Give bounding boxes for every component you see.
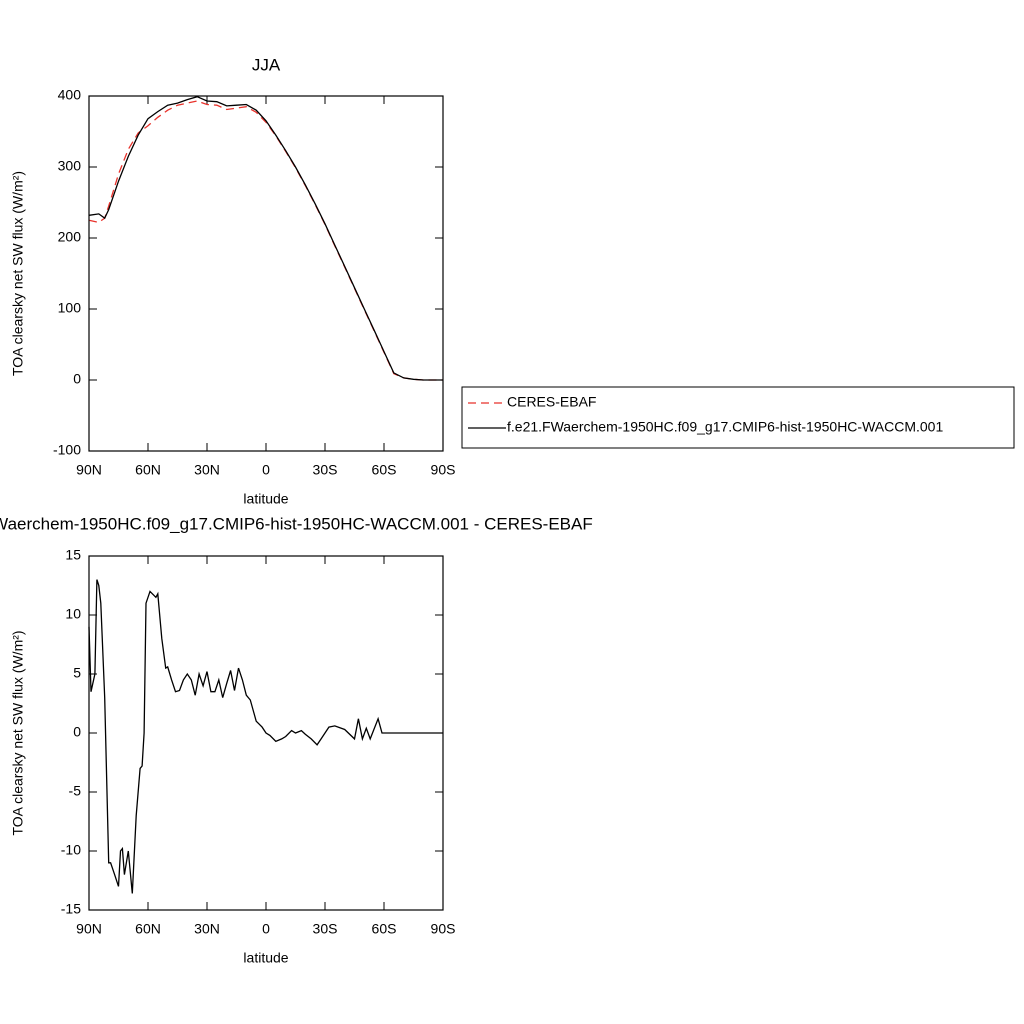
plot-frame xyxy=(88,95,444,452)
y-tick-label: 400 xyxy=(58,87,82,103)
y-tick-label: 300 xyxy=(58,158,82,174)
y-axis-label: TOA clearsky net SW flux (W/m²) xyxy=(10,171,26,376)
x-tick-label: 90N xyxy=(76,462,102,478)
x-tick-label: 60N xyxy=(135,462,161,478)
x-tick-label: 60S xyxy=(372,462,397,478)
x-axis-label: latitude xyxy=(243,491,288,507)
x-tick-label: 0 xyxy=(262,462,270,478)
x-tick-label: 60N xyxy=(135,921,161,937)
x-tick-label: 30S xyxy=(313,921,338,937)
data-line xyxy=(88,100,443,381)
plot-frame xyxy=(88,555,444,911)
y-tick-label: 10 xyxy=(65,606,81,622)
x-tick-label: 30N xyxy=(194,462,220,478)
legend-label: CERES-EBAF xyxy=(507,394,596,410)
chart-title: f.e21.FWaerchem-1950HC.f09_g17.CMIP6-his… xyxy=(0,514,593,533)
x-tick-label: 30N xyxy=(194,921,220,937)
y-tick-label: 0 xyxy=(73,371,81,387)
y-tick-label: 100 xyxy=(58,300,82,316)
x-tick-label: 90N xyxy=(76,921,102,937)
data-line xyxy=(88,579,443,894)
x-tick-label: 60S xyxy=(372,921,397,937)
x-tick-label: 90S xyxy=(431,462,456,478)
legend-label: f.e21.FWaerchem-1950HC.f09_g17.CMIP6-his… xyxy=(507,419,943,435)
y-tick-label: 5 xyxy=(73,665,81,681)
legend-box xyxy=(461,386,1015,449)
data-line xyxy=(88,96,443,381)
y-tick-label: -100 xyxy=(53,442,81,458)
x-tick-label: 0 xyxy=(262,921,270,937)
x-axis-label: latitude xyxy=(243,950,288,966)
x-tick-label: 30S xyxy=(313,462,338,478)
y-tick-label: 200 xyxy=(58,229,82,245)
y-tick-label: 0 xyxy=(73,724,81,740)
y-tick-label: -10 xyxy=(61,842,81,858)
y-axis-label: TOA clearsky net SW flux (W/m²) xyxy=(10,630,26,835)
y-tick-label: 15 xyxy=(65,547,81,563)
chart-title: JJA xyxy=(252,55,281,74)
y-tick-label: -5 xyxy=(69,783,82,799)
y-tick-label: -15 xyxy=(61,901,81,917)
x-tick-label: 90S xyxy=(431,921,456,937)
